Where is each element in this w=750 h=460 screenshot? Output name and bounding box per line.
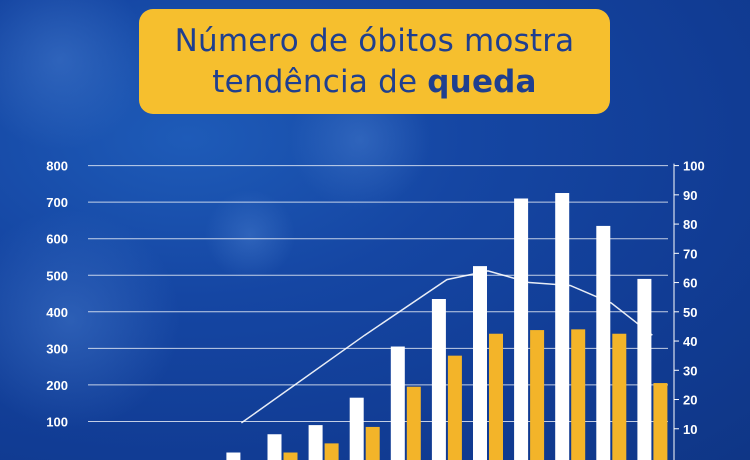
y-right-tick-label: 70	[683, 246, 697, 261]
bar-yellow	[406, 386, 421, 460]
bar-white	[226, 452, 241, 460]
bar-white	[390, 346, 405, 460]
y-right-tick-label: 30	[683, 363, 697, 378]
y-right-tick-label: 60	[683, 276, 697, 291]
bar-white	[473, 266, 487, 460]
title-line-2-prefix: tendência de	[212, 63, 428, 100]
title-highlight: queda	[427, 63, 537, 100]
bar-white	[431, 299, 446, 460]
trend-line	[240, 270, 653, 424]
title-line-2: tendência de queda	[212, 62, 536, 103]
bar-white	[596, 225, 611, 460]
bar-white	[637, 278, 652, 460]
y-right-tick-label: 100	[683, 159, 705, 174]
bar-yellow	[283, 452, 298, 460]
y-right-tick-label: 10	[683, 422, 697, 437]
y-left-tick-label: 200	[46, 378, 68, 393]
bar-yellow	[365, 426, 380, 460]
y-left-tick-label: 100	[46, 414, 68, 429]
y-right-tick-label: 90	[683, 188, 697, 203]
y-left-tick-label: 500	[46, 268, 68, 283]
y-left-tick-label: 300	[46, 341, 68, 356]
bar-yellow	[447, 355, 462, 460]
y-right-tick-label: 40	[683, 334, 697, 349]
y-right-tick-label: 50	[683, 305, 697, 320]
bar-white	[514, 198, 529, 460]
y-left-tick-label: 700	[46, 195, 68, 210]
bar-white	[267, 434, 282, 460]
bar-white	[349, 397, 364, 460]
y-left-tick-label: 600	[46, 232, 68, 247]
y-right-tick-label: 20	[683, 393, 697, 408]
bar-yellow	[612, 333, 627, 460]
y-right-tick-label: 80	[683, 217, 697, 232]
bar-yellow	[653, 383, 668, 460]
bar-yellow	[571, 329, 586, 460]
bar-white	[555, 193, 570, 460]
bar-yellow	[489, 333, 503, 460]
bar-yellow	[324, 443, 339, 460]
bar-yellow	[530, 330, 545, 460]
title-banner: Número de óbitos mostra tendência de que…	[139, 9, 610, 114]
title-line-1: Número de óbitos mostra	[174, 22, 575, 59]
y-left-tick-label: 800	[46, 159, 68, 174]
y-left-tick-label: 400	[46, 305, 68, 320]
bar-white	[308, 425, 323, 460]
